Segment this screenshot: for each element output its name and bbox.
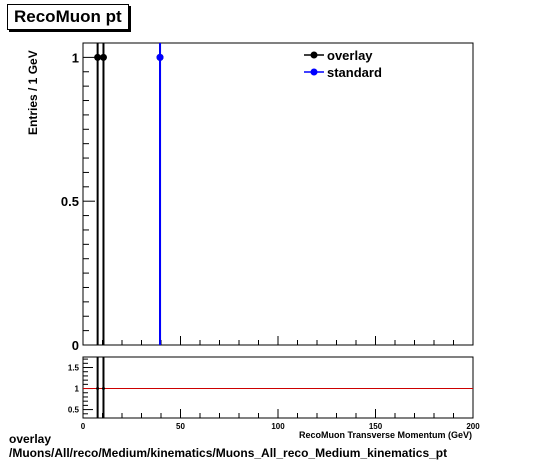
main-y-tick-label: 0	[72, 338, 79, 353]
ratio-x-tick-label: 200	[466, 422, 480, 431]
overlay-data-point	[99, 53, 107, 61]
caption-line-2: /Muons/All/reco/Medium/kinematics/Muons_…	[9, 446, 448, 460]
ratio-plot-panel: 0.5 1 1.5 0 50 100 150 200	[68, 356, 480, 431]
ratio-y-tick-label: 1	[75, 385, 80, 394]
legend-label-overlay: overlay	[327, 48, 373, 63]
ratio-x-tick-label: 0	[81, 422, 86, 431]
x-axis-label: RecoMuon Transverse Momentum (GeV)	[299, 430, 472, 440]
main-y-tick-label: 0.5	[61, 194, 79, 209]
ratio-y-tick-label: 1.5	[68, 364, 80, 373]
ratio-x-tick-label: 150	[369, 422, 383, 431]
ratio-plot-frame	[82, 356, 474, 419]
y-axis-label: Entries / 1 GeV	[26, 50, 40, 135]
main-plot-panel: 00.51	[61, 42, 474, 353]
legend-label-standard: standard	[327, 65, 382, 80]
legend-marker-overlay	[310, 51, 318, 59]
main-plot-frame	[82, 42, 474, 346]
ratio-data-point	[96, 387, 100, 391]
ratio-x-tick-label: 50	[176, 422, 185, 431]
chart-title: RecoMuon pt	[7, 4, 129, 30]
ratio-y-tick-label: 0.5	[68, 406, 80, 415]
legend-marker-standard	[310, 68, 318, 76]
ratio-x-tick-label: 100	[271, 422, 285, 431]
overlay-data-point	[94, 53, 102, 61]
main-y-tick-label: 1	[72, 50, 79, 65]
legend: overlay standard	[304, 48, 382, 80]
ratio-data-point	[101, 387, 105, 391]
caption-line-1: overlay	[9, 432, 52, 446]
standard-data-point	[156, 53, 164, 61]
